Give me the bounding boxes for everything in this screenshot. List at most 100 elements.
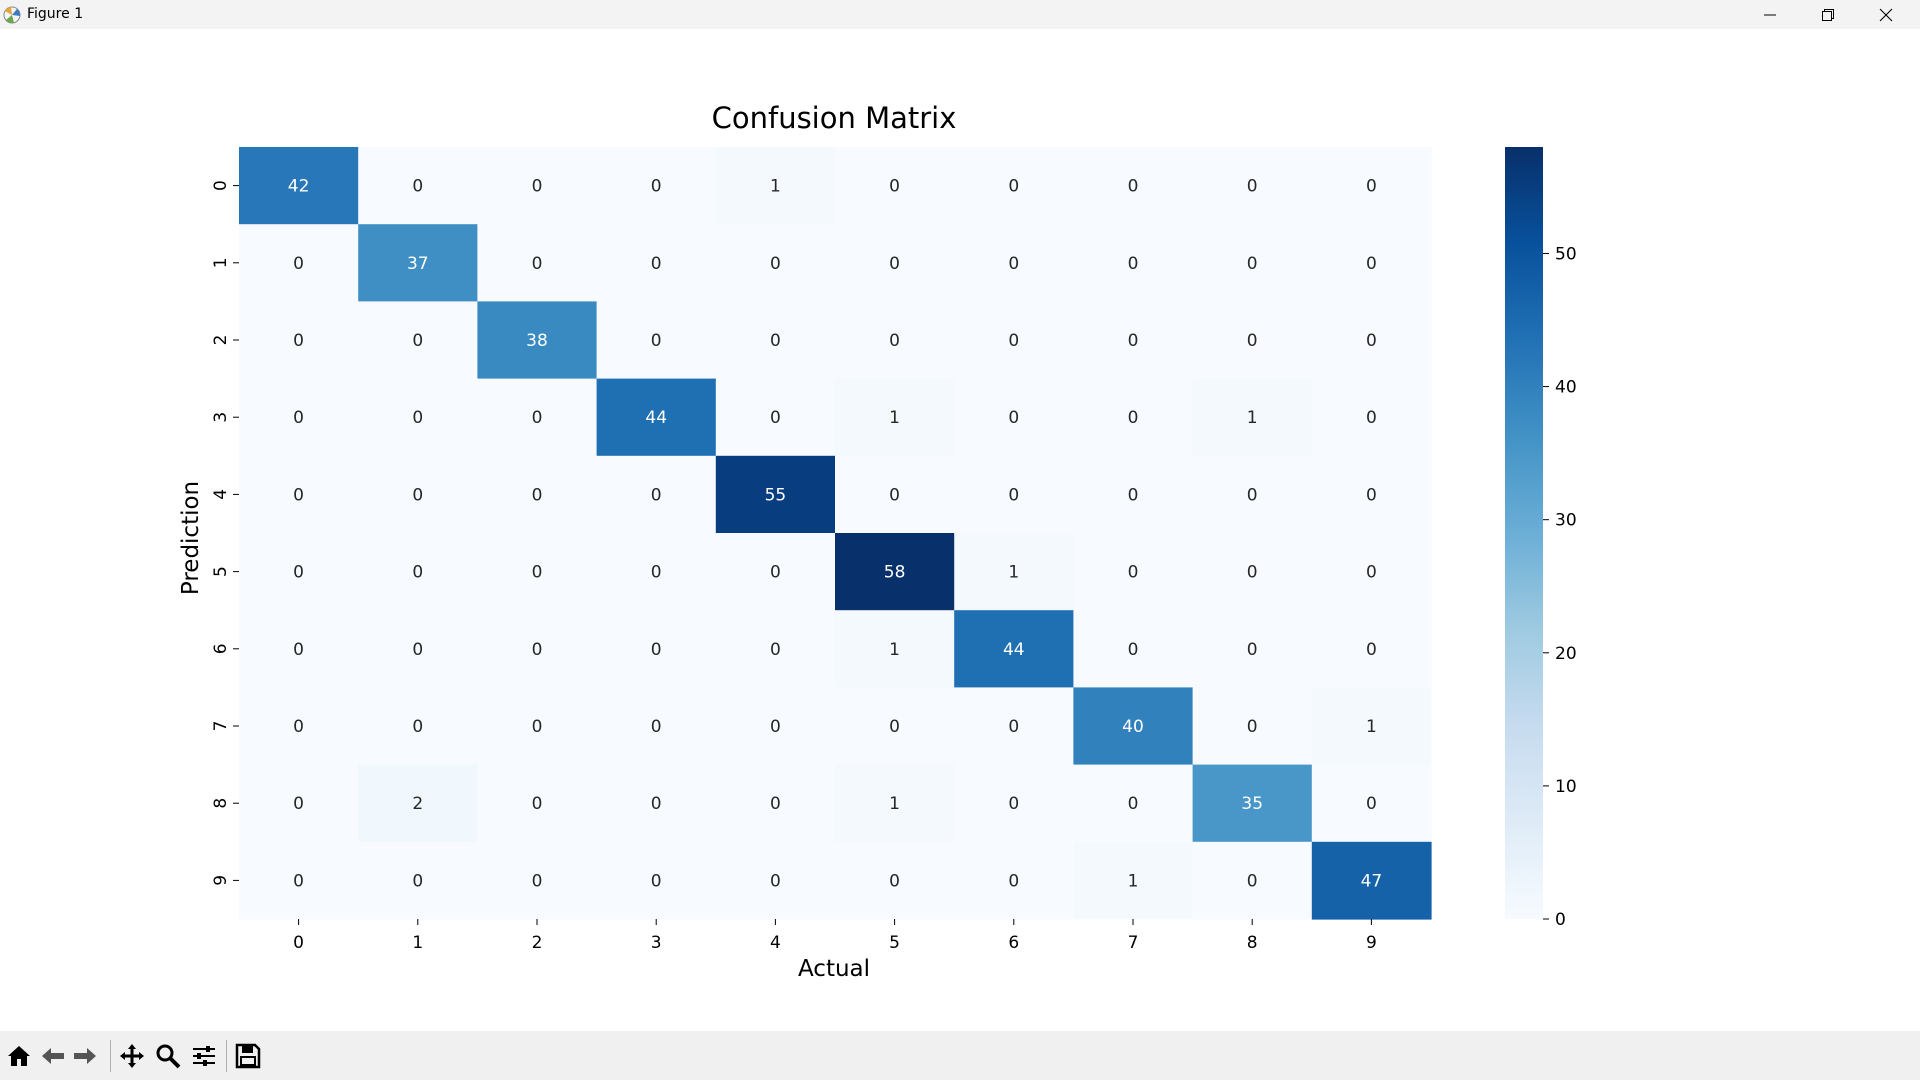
cell-value-label: 0 bbox=[770, 871, 781, 891]
cell-value-label: 0 bbox=[532, 563, 543, 583]
heatmap-cell bbox=[477, 687, 598, 766]
pan-button[interactable] bbox=[117, 1041, 147, 1071]
cell-value-label: 0 bbox=[889, 717, 900, 737]
heatmap-cell bbox=[1311, 301, 1432, 380]
heatmap-cell bbox=[1311, 224, 1432, 302]
heatmap-cell bbox=[596, 764, 717, 843]
home-button[interactable] bbox=[4, 1041, 34, 1071]
cell-value-label: 0 bbox=[293, 871, 304, 891]
heatmap-cell bbox=[715, 378, 836, 457]
heatmap-cell bbox=[1311, 687, 1432, 766]
heatmap-cell bbox=[239, 301, 359, 380]
configure-subplots-button[interactable] bbox=[189, 1041, 219, 1071]
colorbar-tick-label: 50 bbox=[1555, 244, 1577, 264]
y-tick-label: 1 bbox=[211, 257, 231, 268]
heatmap-cell bbox=[715, 224, 836, 302]
y-axis-ticks: 0 1 2 3 4 5 6 7 8 9 bbox=[211, 180, 239, 886]
back-button[interactable] bbox=[38, 1041, 68, 1071]
cell-value-label: 2 bbox=[412, 794, 423, 814]
heatmap-cell bbox=[358, 841, 478, 920]
x-tick-label: 5 bbox=[889, 933, 900, 953]
x-tick-label: 8 bbox=[1247, 933, 1258, 953]
figure-canvas[interactable]: Confusion Matrix 42 0 0 0 1 0 0 0 0 0 0 37 0 0 0 0 0 0 0 0 0… bbox=[0, 29, 1920, 1031]
save-button[interactable] bbox=[233, 1041, 263, 1071]
y-tick-label: 4 bbox=[211, 489, 231, 500]
heatmap-cell bbox=[477, 764, 598, 843]
heatmap-cell bbox=[1192, 687, 1313, 766]
cell-value-label: 0 bbox=[1128, 794, 1139, 814]
cell-value-label: 0 bbox=[412, 871, 423, 891]
cell-value-label: 0 bbox=[1247, 254, 1258, 274]
cell-value-label: 0 bbox=[1128, 408, 1139, 428]
heatmap-cell bbox=[239, 533, 359, 611]
heatmap-cell bbox=[358, 687, 478, 766]
x-tick-label: 3 bbox=[651, 933, 662, 953]
heatmap-cell bbox=[1073, 224, 1194, 302]
heatmap-cell bbox=[239, 224, 359, 302]
cell-value-label: 0 bbox=[1008, 254, 1019, 274]
confusion-matrix-chart: Confusion Matrix 42 0 0 0 1 0 0 0 0 00 37 0 0 0 0 0 0 0 00… bbox=[178, 101, 1577, 982]
forward-button[interactable] bbox=[70, 1041, 100, 1071]
x-axis-label: Actual bbox=[798, 956, 870, 982]
cell-value-label: 1 bbox=[1247, 408, 1258, 428]
heatmap-cell bbox=[954, 687, 1074, 766]
cell-value-label: 0 bbox=[651, 871, 662, 891]
cell-value-label: 0 bbox=[1366, 331, 1377, 351]
heatmap-cell bbox=[477, 533, 598, 611]
cell-value-label: 0 bbox=[889, 254, 900, 274]
cell-value-label: 37 bbox=[407, 254, 429, 274]
cell-value-label: 0 bbox=[293, 640, 304, 660]
cell-value-label: 0 bbox=[1128, 563, 1139, 583]
cell-value-label: 0 bbox=[889, 485, 900, 505]
cell-value-label: 1 bbox=[1128, 871, 1139, 891]
cell-value-label: 0 bbox=[412, 640, 423, 660]
colorbar-tick-label: 0 bbox=[1555, 910, 1566, 930]
cell-value-label: 0 bbox=[651, 640, 662, 660]
cell-value-label: 0 bbox=[770, 640, 781, 660]
heatmap-cell bbox=[1073, 841, 1194, 920]
heatmap-cell bbox=[239, 610, 359, 688]
heatmap-cell bbox=[477, 147, 598, 225]
colorbar-ticks: 0 10 20 30 40 50 bbox=[1543, 244, 1577, 930]
close-icon bbox=[1879, 8, 1893, 21]
colorbar-tick-label: 40 bbox=[1555, 378, 1577, 398]
cell-value-label: 0 bbox=[651, 717, 662, 737]
home-icon bbox=[8, 1046, 30, 1066]
x-tick-label: 4 bbox=[770, 933, 781, 953]
heatmap-cell bbox=[239, 147, 359, 225]
configure-subplots-icon bbox=[193, 1046, 215, 1066]
heatmap-cell bbox=[835, 224, 955, 302]
cell-value-label: 0 bbox=[889, 871, 900, 891]
heatmap-cell bbox=[1192, 301, 1313, 380]
zoom-button[interactable] bbox=[153, 1041, 183, 1071]
minimize-button[interactable] bbox=[1741, 0, 1799, 29]
heatmap-cell bbox=[1192, 533, 1313, 611]
cell-value-label: 0 bbox=[532, 485, 543, 505]
heatmap-cell bbox=[1311, 610, 1432, 688]
cell-value-label: 0 bbox=[532, 254, 543, 274]
heatmap-cell bbox=[835, 301, 955, 380]
heatmap-cell bbox=[1073, 610, 1194, 688]
heatmap-cell bbox=[596, 610, 717, 688]
save-icon bbox=[235, 1043, 261, 1069]
x-axis-ticks: 0 1 2 3 4 5 6 7 8 9 bbox=[293, 919, 1377, 953]
cell-value-label: 0 bbox=[651, 254, 662, 274]
colorbar bbox=[1505, 147, 1543, 919]
cell-value-label: 0 bbox=[1247, 485, 1258, 505]
cell-value-label: 0 bbox=[651, 177, 662, 197]
heatmap-cell bbox=[1073, 378, 1194, 457]
heatmap-cell bbox=[239, 764, 359, 843]
restore-button[interactable] bbox=[1799, 0, 1857, 29]
cell-value-label: 47 bbox=[1361, 871, 1383, 891]
cell-value-label: 0 bbox=[1128, 177, 1139, 197]
cell-value-label: 0 bbox=[1366, 563, 1377, 583]
cell-value-label: 42 bbox=[288, 177, 310, 197]
x-tick-label: 2 bbox=[532, 933, 543, 953]
colorbar-tick-label: 20 bbox=[1555, 644, 1577, 664]
cell-value-label: 40 bbox=[1122, 717, 1144, 737]
cell-value-label: 0 bbox=[412, 485, 423, 505]
cell-value-label: 0 bbox=[532, 177, 543, 197]
x-tick-label: 6 bbox=[1008, 933, 1019, 953]
close-button[interactable] bbox=[1857, 0, 1915, 29]
cell-value-label: 0 bbox=[889, 331, 900, 351]
